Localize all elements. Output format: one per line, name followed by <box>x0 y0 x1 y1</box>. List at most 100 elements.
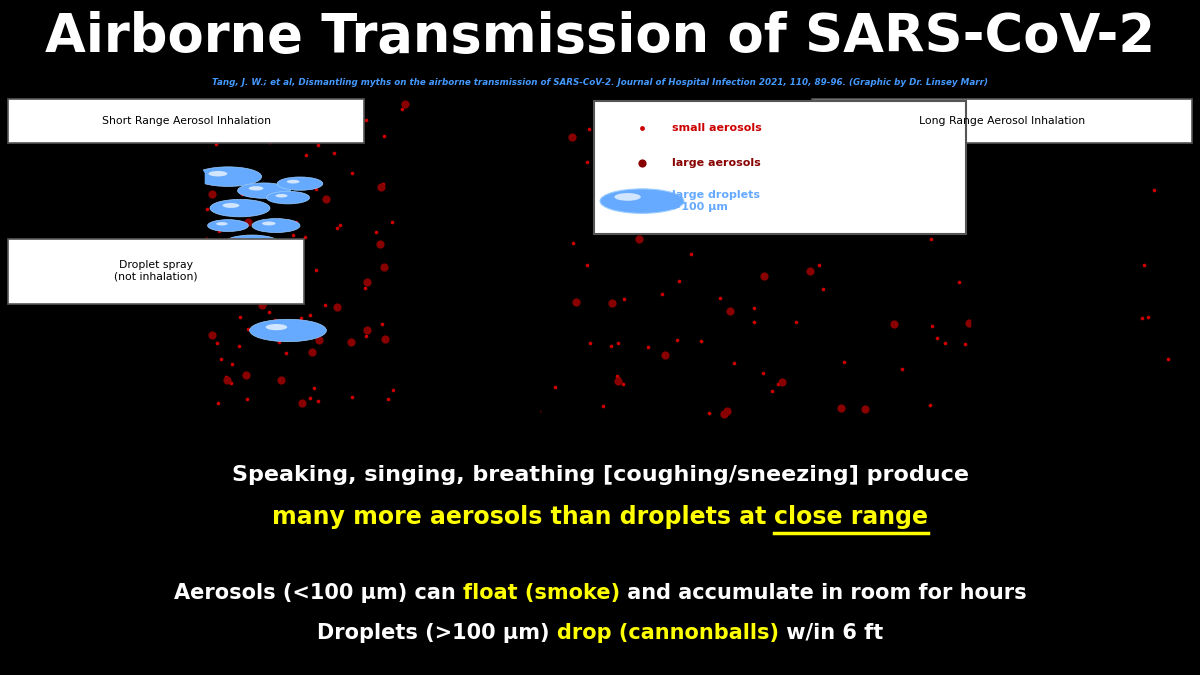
Point <box>295 231 314 242</box>
Point <box>326 223 346 234</box>
Point <box>563 132 582 142</box>
Point <box>422 369 442 379</box>
Point <box>1158 354 1177 364</box>
Point <box>832 402 851 413</box>
Circle shape <box>208 219 248 232</box>
Point <box>223 286 242 296</box>
Point <box>374 262 394 273</box>
Point <box>949 276 968 287</box>
Point <box>287 216 306 227</box>
Point <box>722 104 742 115</box>
Point <box>236 370 256 381</box>
Point <box>754 368 773 379</box>
Point <box>216 371 235 382</box>
Point <box>324 147 343 158</box>
Point <box>700 408 719 418</box>
Point <box>206 338 226 349</box>
Point <box>367 226 386 237</box>
Point <box>203 189 222 200</box>
Circle shape <box>238 183 290 198</box>
Point <box>264 99 283 110</box>
Point <box>358 277 377 288</box>
Point <box>236 394 256 404</box>
Point <box>820 105 839 115</box>
Point <box>580 124 599 134</box>
Point <box>913 207 932 217</box>
Point <box>409 153 428 164</box>
Point <box>276 176 295 186</box>
Point <box>632 157 652 168</box>
Point <box>667 113 686 124</box>
Point <box>286 257 305 268</box>
Text: Speaking, singing, breathing [coughing/sneezing] produce: Speaking, singing, breathing [coughing/s… <box>232 465 968 485</box>
Point <box>422 352 442 362</box>
Point <box>260 327 280 338</box>
Point <box>667 334 686 345</box>
Point <box>485 115 504 126</box>
Point <box>1145 184 1164 195</box>
Point <box>755 270 774 281</box>
Circle shape <box>248 186 264 190</box>
Point <box>250 235 269 246</box>
Point <box>211 353 230 364</box>
Polygon shape <box>0 86 204 435</box>
Point <box>744 317 763 327</box>
Text: Droplet spray
(not inhalation): Droplet spray (not inhalation) <box>114 261 198 282</box>
Text: small aerosols: small aerosols <box>672 123 762 133</box>
Point <box>355 283 374 294</box>
Point <box>682 249 701 260</box>
Point <box>292 313 311 323</box>
Point <box>577 259 596 270</box>
Point <box>275 294 294 305</box>
Point <box>310 335 329 346</box>
Point <box>331 219 350 230</box>
Point <box>239 323 258 334</box>
Point <box>307 183 326 194</box>
Point <box>252 130 271 141</box>
Point <box>718 406 737 416</box>
Point <box>899 169 918 180</box>
Point <box>332 120 352 131</box>
Point <box>488 118 508 129</box>
Circle shape <box>250 274 264 278</box>
Point <box>508 305 527 316</box>
Point <box>296 150 316 161</box>
Circle shape <box>250 319 326 342</box>
Circle shape <box>209 171 227 176</box>
Point <box>308 140 328 151</box>
Point <box>515 365 534 376</box>
Point <box>505 234 524 245</box>
Text: Tang, J. W.; et al, Dismantling myths on the airborne transmission of SARS-CoV-2: Tang, J. W.; et al, Dismantling myths on… <box>212 78 988 87</box>
Point <box>566 296 586 307</box>
Point <box>874 202 893 213</box>
Point <box>724 358 743 369</box>
Point <box>269 337 288 348</box>
Point <box>274 325 293 335</box>
Point <box>217 375 236 385</box>
Point <box>593 401 612 412</box>
Polygon shape <box>960 86 1140 435</box>
Point <box>302 346 322 357</box>
Point <box>608 375 628 386</box>
Point <box>845 216 864 227</box>
Point <box>197 236 216 246</box>
Point <box>727 215 746 226</box>
Point <box>356 331 376 342</box>
Point <box>960 317 979 328</box>
Point <box>358 324 377 335</box>
Circle shape <box>265 324 287 330</box>
Point <box>602 298 622 308</box>
Circle shape <box>224 235 280 251</box>
Point <box>497 249 516 260</box>
Point <box>814 284 833 295</box>
Point <box>923 321 942 331</box>
Circle shape <box>194 167 262 186</box>
Circle shape <box>236 238 252 243</box>
Point <box>428 390 448 401</box>
Point <box>718 117 737 128</box>
Point <box>316 300 335 310</box>
Point <box>410 303 430 314</box>
Point <box>834 356 853 367</box>
Point <box>402 293 421 304</box>
Point <box>731 159 750 169</box>
